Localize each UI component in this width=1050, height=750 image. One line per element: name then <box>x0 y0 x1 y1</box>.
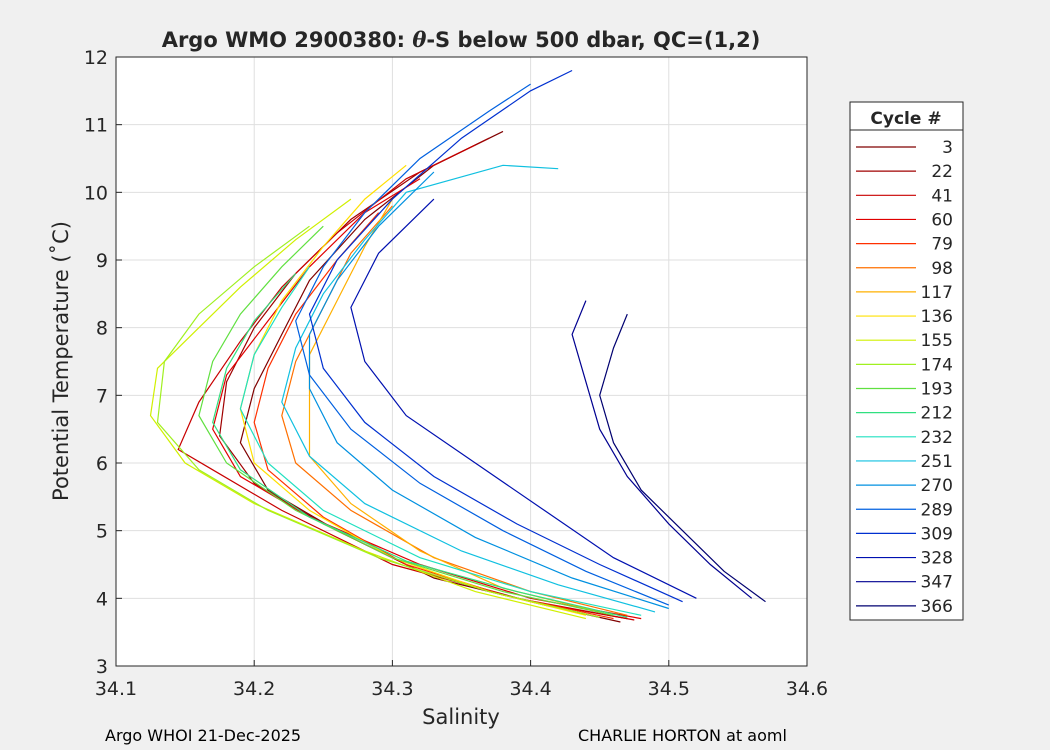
footer-right: CHARLIE HORTON at aoml <box>578 726 787 745</box>
series-line-212 <box>212 273 628 618</box>
series-line-328 <box>350 198 697 599</box>
series-line-309 <box>308 69 683 603</box>
series-line-174 <box>156 225 600 618</box>
x-tick-label: 34.4 <box>509 678 551 700</box>
legend-label-98: 98 <box>931 259 953 279</box>
y-tick-label: 9 <box>96 250 108 272</box>
legend-label-117: 117 <box>921 283 953 303</box>
plot-frame <box>115 56 808 667</box>
series-line-270 <box>308 171 669 610</box>
data-lines <box>149 69 766 623</box>
y-tick-label: 3 <box>96 656 108 678</box>
x-tick-label: 34.6 <box>786 678 828 700</box>
legend: Cycle # 3 22 41 60 79 98 117 136 155 174 193 212 232… <box>849 101 964 621</box>
series-line-347 <box>571 300 753 599</box>
y-tick-label: 5 <box>96 521 108 543</box>
legend-label-366: 366 <box>921 597 953 617</box>
legend-label-232: 232 <box>921 428 953 448</box>
legend-label-41: 41 <box>931 186 953 206</box>
legend-label-22: 22 <box>931 162 953 182</box>
plot-area <box>116 57 807 666</box>
series-line-251 <box>281 164 656 613</box>
y-tick-label: 12 <box>84 47 108 69</box>
x-tick-label: 34.2 <box>233 678 275 700</box>
x-tick-label: 34.5 <box>648 678 690 700</box>
y-tick-label: 4 <box>96 588 108 610</box>
legend-label-212: 212 <box>921 404 953 424</box>
legend-title: Cycle # <box>870 109 941 129</box>
legend-label-60: 60 <box>931 210 953 230</box>
x-tick-label: 34.3 <box>371 678 413 700</box>
y-axis-label: Potential Temperature (˚C) <box>49 221 73 501</box>
legend-items: 3 22 41 60 79 98 117 136 155 174 193 212 232 251 270 28… <box>856 138 953 617</box>
series-line-60 <box>212 178 642 620</box>
chart-title: Argo WMO 2900380: θ-S below 500 dbar, QC… <box>162 27 761 52</box>
y-tick-label: 6 <box>96 453 108 475</box>
legend-label-3: 3 <box>942 138 953 158</box>
legend-label-289: 289 <box>921 500 953 520</box>
series-line-232 <box>239 266 642 616</box>
y-tick-label: 7 <box>96 385 108 407</box>
y-tick-label: 11 <box>84 115 108 137</box>
axis-ticks: 34.1 34.2 34.3 34.4 34.5 34.6 3 4 5 6 7 8 9 10 11 12 <box>84 47 828 700</box>
legend-label-328: 328 <box>921 549 953 569</box>
y-tick-label: 10 <box>84 182 108 204</box>
x-axis-label: Salinity <box>422 705 500 729</box>
series-line-289 <box>295 83 670 606</box>
series-line-117 <box>308 198 600 613</box>
x-tick-label: 34.1 <box>95 678 137 700</box>
series-line-193 <box>198 225 614 616</box>
legend-label-251: 251 <box>921 452 953 472</box>
legend-label-309: 309 <box>921 524 953 544</box>
legend-label-193: 193 <box>921 380 953 400</box>
series-line-41 <box>177 144 635 621</box>
legend-label-347: 347 <box>921 573 953 593</box>
title-post: -S below 500 dbar, QC=(1,2) <box>426 28 760 52</box>
legend-label-174: 174 <box>921 355 953 375</box>
series-line-366 <box>599 313 766 603</box>
legend-label-155: 155 <box>921 331 953 351</box>
y-tick-label: 8 <box>96 318 108 340</box>
footer-left: Argo WHOI 21-Dec-2025 <box>105 726 302 745</box>
legend-label-270: 270 <box>921 476 953 496</box>
legend-label-136: 136 <box>921 307 953 327</box>
title-theta: θ <box>412 27 426 52</box>
legend-label-79: 79 <box>931 235 953 255</box>
title-pre: Argo WMO 2900380: <box>162 28 413 52</box>
